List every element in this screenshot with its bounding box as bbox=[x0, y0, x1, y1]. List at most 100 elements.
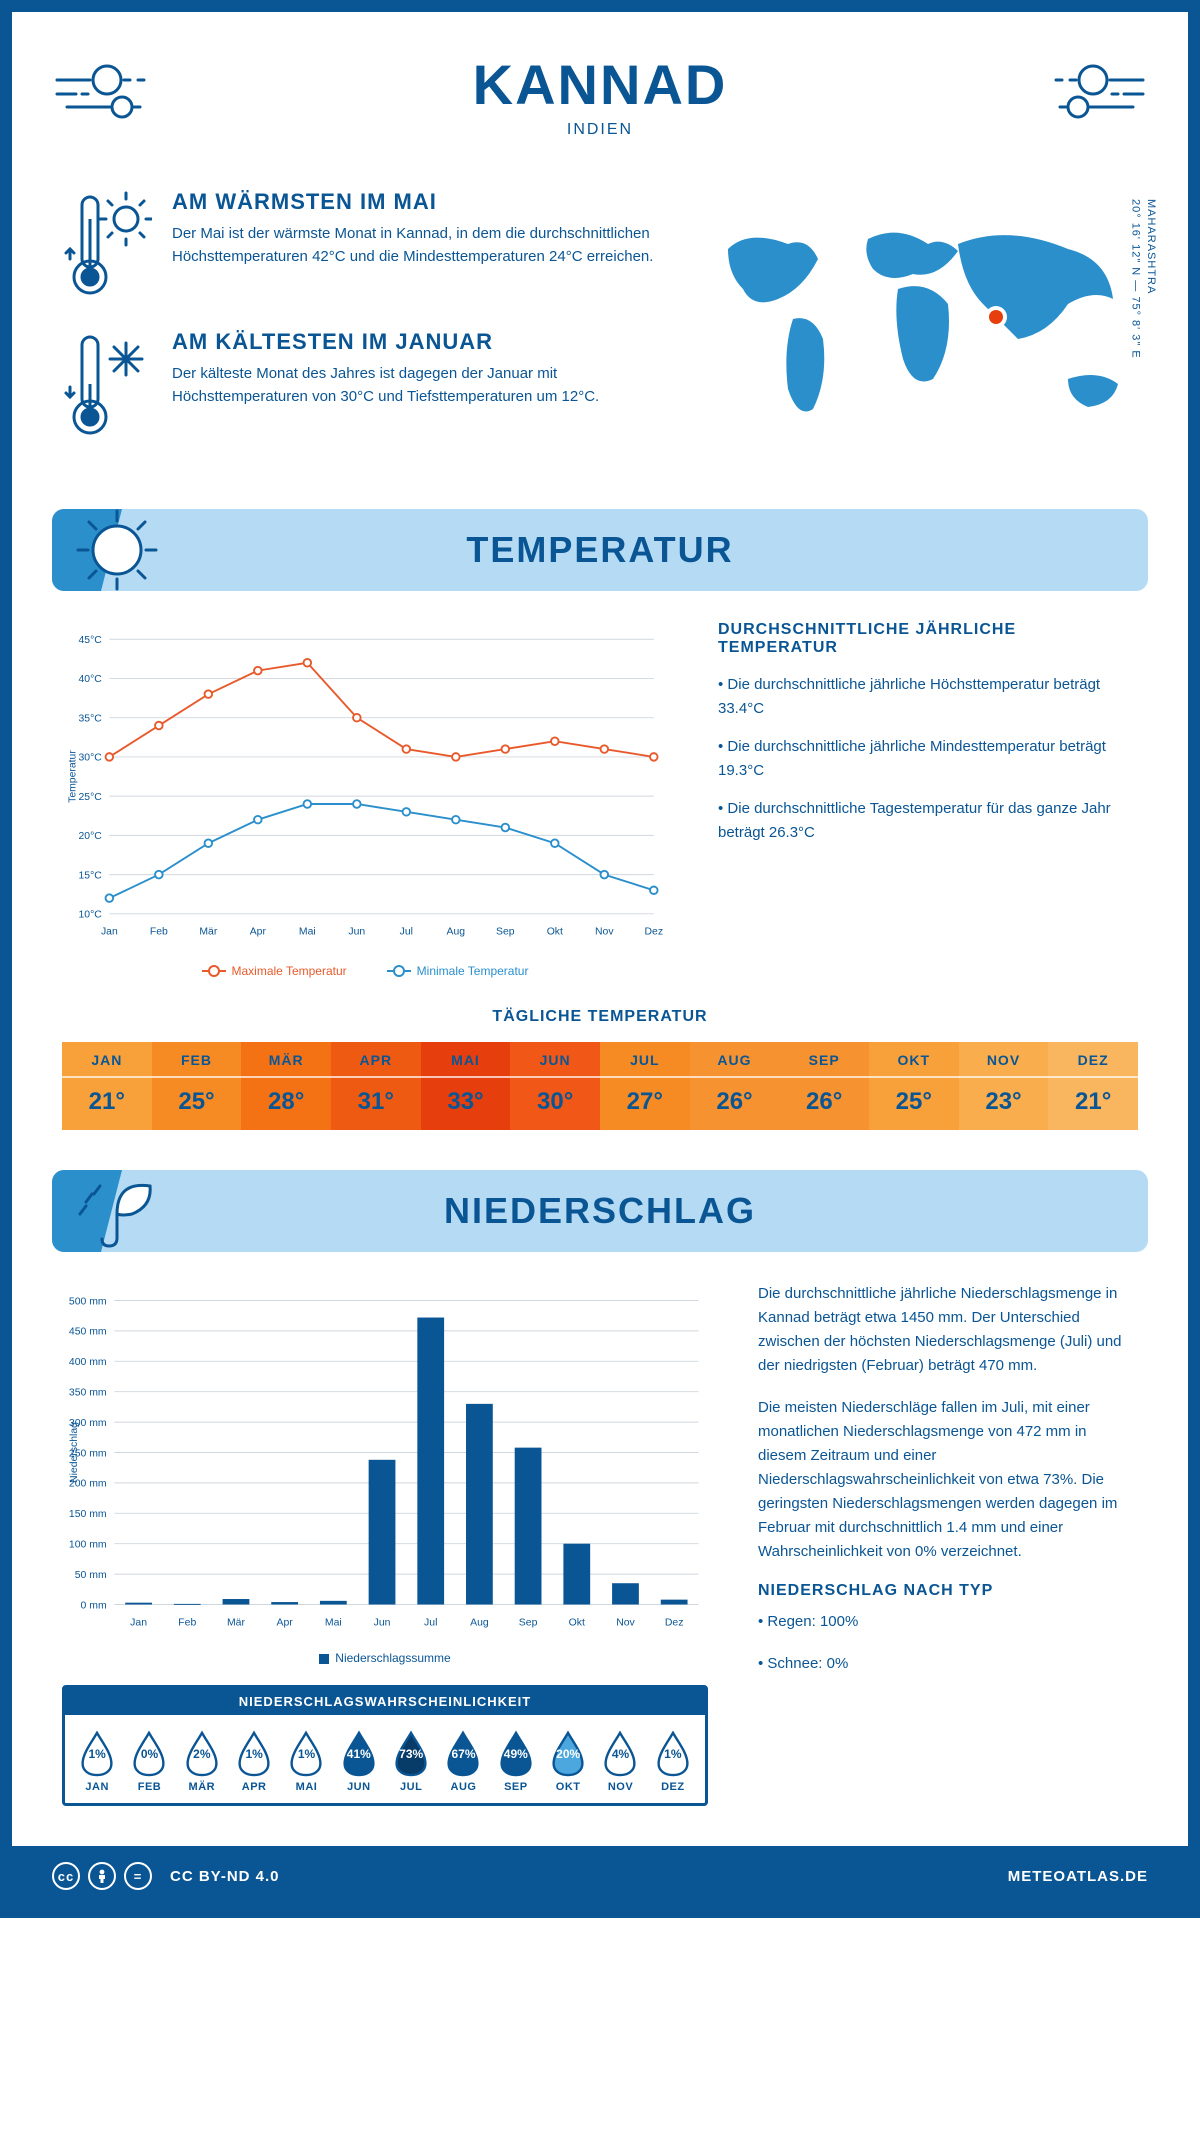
raindrop-icon: 73% bbox=[392, 1729, 430, 1777]
daily-temp-table: JAN21° FEB25° MÄR28° APR31° MAI33° JUN30… bbox=[62, 1042, 1138, 1130]
raindrop-icon: 41% bbox=[340, 1729, 378, 1777]
temperature-title: TEMPERATUR bbox=[82, 529, 1118, 571]
prob-cell: 20% OKT bbox=[542, 1729, 594, 1793]
thermometer-snow-icon bbox=[62, 329, 152, 439]
raindrop-icon: 1% bbox=[287, 1729, 325, 1777]
daily-temp-cell: APR31° bbox=[331, 1042, 421, 1130]
svg-text:Jan: Jan bbox=[101, 927, 118, 938]
temp-chart-legend: Maximale Temperatur Minimale Temperatur bbox=[62, 964, 668, 978]
svg-text:100 mm: 100 mm bbox=[69, 1540, 107, 1551]
coordinates-label: MAHARASHTRA20° 16' 12" N — 75° 8' 3" E bbox=[1127, 199, 1158, 359]
raindrop-icon: 1% bbox=[78, 1729, 116, 1777]
precipitation-probability-box: NIEDERSCHLAGSWAHRSCHEINLICHKEIT 1% JAN 0… bbox=[62, 1685, 708, 1806]
svg-text:Nov: Nov bbox=[595, 927, 614, 938]
svg-text:Apr: Apr bbox=[277, 1617, 294, 1628]
svg-text:Apr: Apr bbox=[250, 927, 267, 938]
daily-temp-cell: NOV23° bbox=[959, 1042, 1049, 1130]
precipitation-title: NIEDERSCHLAG bbox=[82, 1190, 1118, 1232]
svg-text:Dez: Dez bbox=[645, 927, 664, 938]
fact-warmest: AM WÄRMSTEN IM MAI Der Mai ist der wärms… bbox=[62, 189, 658, 299]
prob-cell: 73% JUL bbox=[385, 1729, 437, 1793]
svg-text:500 mm: 500 mm bbox=[69, 1296, 107, 1307]
svg-text:150 mm: 150 mm bbox=[69, 1509, 107, 1520]
svg-text:45°C: 45°C bbox=[79, 635, 103, 646]
svg-text:Okt: Okt bbox=[569, 1617, 585, 1628]
wind-icon bbox=[52, 52, 172, 132]
raindrop-icon: 1% bbox=[654, 1729, 692, 1777]
prob-cell: 1% DEZ bbox=[647, 1729, 699, 1793]
svg-text:Nov: Nov bbox=[616, 1617, 635, 1628]
daily-temp-cell: OKT25° bbox=[869, 1042, 959, 1130]
site-name: METEOATLAS.DE bbox=[1008, 1868, 1148, 1885]
precip-paragraph: Die meisten Niederschläge fallen im Juli… bbox=[758, 1396, 1138, 1564]
svg-text:30°C: 30°C bbox=[79, 753, 103, 764]
svg-text:10°C: 10°C bbox=[79, 910, 103, 921]
sun-icon bbox=[72, 509, 162, 591]
precip-chart-legend: Niederschlagssumme bbox=[62, 1651, 708, 1665]
svg-text:40°C: 40°C bbox=[79, 674, 103, 685]
svg-text:Aug: Aug bbox=[447, 927, 466, 938]
svg-text:Mai: Mai bbox=[325, 1617, 342, 1628]
raindrop-icon: 2% bbox=[183, 1729, 221, 1777]
daily-temp-cell: MAI33° bbox=[421, 1042, 511, 1130]
world-map bbox=[698, 189, 1138, 449]
svg-text:20°C: 20°C bbox=[79, 831, 103, 842]
avg-temp-title: DURCHSCHNITTLICHE JÄHRLICHE TEMPERATUR bbox=[718, 621, 1138, 657]
thermometer-sun-icon bbox=[62, 189, 152, 299]
prob-cell: 41% JUN bbox=[333, 1729, 385, 1793]
fact-coldest: AM KÄLTESTEN IM JANUAR Der kälteste Mona… bbox=[62, 329, 658, 439]
prob-cell: 0% FEB bbox=[123, 1729, 175, 1793]
temperature-line-chart: 10°C15°C20°C25°C30°C35°C40°C45°CJanFebMä… bbox=[62, 621, 668, 951]
fact-warm-title: AM WÄRMSTEN IM MAI bbox=[172, 189, 658, 215]
svg-text:350 mm: 350 mm bbox=[69, 1388, 107, 1399]
svg-text:Jun: Jun bbox=[374, 1617, 391, 1628]
fact-cold-title: AM KÄLTESTEN IM JANUAR bbox=[172, 329, 658, 355]
nd-icon: = bbox=[124, 1862, 152, 1890]
intro-row: AM WÄRMSTEN IM MAI Der Mai ist der wärms… bbox=[12, 169, 1188, 509]
fact-warm-text: Der Mai ist der wärmste Monat in Kannad,… bbox=[172, 223, 658, 268]
daily-temp-cell: JUN30° bbox=[510, 1042, 600, 1130]
precip-paragraph: Die durchschnittliche jährliche Niedersc… bbox=[758, 1282, 1138, 1378]
raindrop-icon: 4% bbox=[601, 1729, 639, 1777]
prob-cell: 67% AUG bbox=[437, 1729, 489, 1793]
precip-type-item: • Regen: 100% bbox=[758, 1610, 1138, 1634]
raindrop-icon: 0% bbox=[130, 1729, 168, 1777]
prob-cell: 49% SEP bbox=[490, 1729, 542, 1793]
svg-text:0 mm: 0 mm bbox=[81, 1600, 107, 1611]
svg-text:Feb: Feb bbox=[178, 1617, 196, 1628]
prob-cell: 1% MAI bbox=[280, 1729, 332, 1793]
svg-text:Temperatur: Temperatur bbox=[67, 750, 78, 803]
precip-type-title: NIEDERSCHLAG NACH TYP bbox=[758, 1582, 1138, 1600]
svg-text:25°C: 25°C bbox=[79, 792, 103, 803]
prob-cell: 2% MÄR bbox=[176, 1729, 228, 1793]
page-subtitle: INDIEN bbox=[32, 121, 1168, 139]
precipitation-banner: NIEDERSCHLAG bbox=[52, 1170, 1148, 1252]
license-badge: cc = CC BY-ND 4.0 bbox=[52, 1862, 280, 1890]
footer: cc = CC BY-ND 4.0 METEOATLAS.DE bbox=[12, 1846, 1188, 1906]
svg-text:Aug: Aug bbox=[470, 1617, 489, 1628]
daily-temp-cell: MÄR28° bbox=[241, 1042, 331, 1130]
precip-type-item: • Schnee: 0% bbox=[758, 1652, 1138, 1676]
svg-text:Jul: Jul bbox=[424, 1617, 437, 1628]
svg-text:Mär: Mär bbox=[227, 1617, 245, 1628]
wind-icon bbox=[1028, 52, 1148, 132]
umbrella-icon bbox=[72, 1170, 162, 1252]
daily-temp-cell: JUL27° bbox=[600, 1042, 690, 1130]
page-frame: KANNAD INDIEN bbox=[0, 0, 1200, 1918]
daily-temp-cell: JAN21° bbox=[62, 1042, 152, 1130]
svg-text:450 mm: 450 mm bbox=[69, 1327, 107, 1338]
svg-text:Niederschlag: Niederschlag bbox=[69, 1422, 80, 1483]
svg-text:50 mm: 50 mm bbox=[75, 1570, 107, 1581]
daily-temp-title: TÄGLICHE TEMPERATUR bbox=[62, 1008, 1138, 1026]
svg-text:Jan: Jan bbox=[130, 1617, 147, 1628]
temperature-banner: TEMPERATUR bbox=[52, 509, 1148, 591]
daily-temp-cell: AUG26° bbox=[690, 1042, 780, 1130]
header: KANNAD INDIEN bbox=[12, 12, 1188, 169]
raindrop-icon: 1% bbox=[235, 1729, 273, 1777]
precipitation-bar-chart: 0 mm50 mm100 mm150 mm200 mm250 mm300 mm3… bbox=[62, 1282, 708, 1642]
avg-temp-bullet: • Die durchschnittliche jährliche Höchst… bbox=[718, 673, 1138, 721]
fact-cold-text: Der kälteste Monat des Jahres ist dagege… bbox=[172, 363, 658, 408]
svg-text:15°C: 15°C bbox=[79, 870, 103, 881]
daily-temp-cell: FEB25° bbox=[152, 1042, 242, 1130]
svg-text:Mär: Mär bbox=[199, 927, 217, 938]
